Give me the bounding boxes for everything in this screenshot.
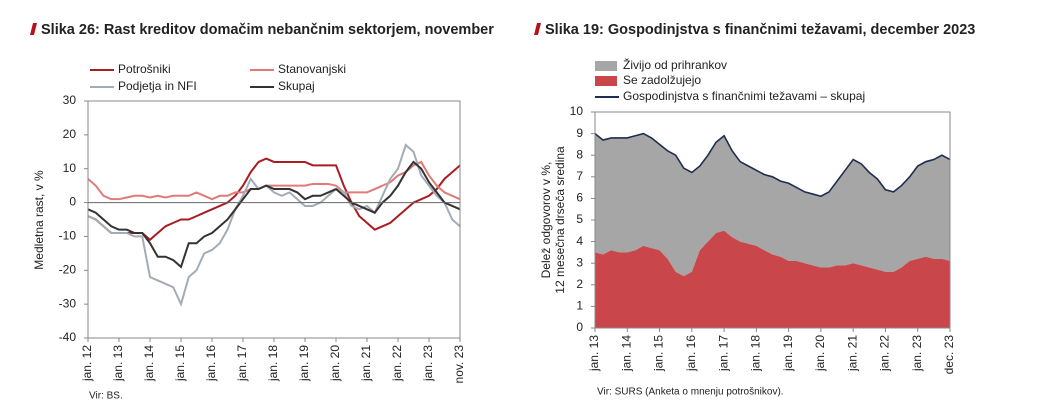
title-marker (534, 23, 541, 35)
x-tick-label: jan. 20 (813, 335, 827, 372)
source: Vir: BS. (89, 391, 123, 402)
line (594, 132, 951, 198)
x-tick-label: jan. 13 (587, 335, 601, 372)
y-tick-label: 2 (576, 277, 583, 291)
x-tick-label: jan. 15 (652, 335, 666, 372)
y-tick-label: 20 (63, 127, 77, 141)
line (87, 143, 461, 308)
line (87, 160, 461, 269)
legend-label: Gospodinjstva s finančnimi težavami – sk… (623, 89, 865, 103)
y-tick-label: 0 (576, 320, 583, 334)
legend-label: Skupaj (278, 79, 315, 93)
legend-label: Živijo od prihrankov (623, 57, 727, 72)
chart-title: Slika 19: Gospodinjstva s finančnimi tež… (545, 22, 975, 38)
legend-swatch (595, 61, 617, 71)
x-tick-label: jan. 20 (328, 345, 342, 382)
x-tick-label: nov. 23 (452, 345, 466, 384)
x-tick-label: jan. 22 (390, 345, 404, 382)
legend-label: Stanovanjski (278, 62, 346, 76)
area (595, 230, 950, 328)
y-tick-label: -30 (59, 296, 77, 310)
y-tick-label: 6 (576, 191, 583, 205)
x-tick-label: jan. 18 (749, 335, 763, 372)
x-tick-label: jan. 13 (111, 345, 125, 382)
x-tick-label: jan. 16 (684, 335, 698, 372)
y-tick-label: 10 (570, 104, 584, 118)
x-tick-label: jan. 19 (297, 345, 311, 382)
x-tick-label: jan. 14 (619, 335, 633, 372)
x-tick-label: jan. 17 (235, 345, 249, 382)
y-tick-label: 8 (576, 147, 583, 161)
x-tick-label: jan. 22 (878, 335, 892, 372)
y-tick-label: 10 (63, 161, 77, 175)
y-tick-label: 3 (576, 255, 583, 269)
y-tick-label: 4 (576, 234, 583, 248)
y-tick-label: 5 (576, 212, 583, 226)
y-axis-label: 12 mesečna drseča sredina (553, 146, 567, 294)
legend-label: Se zadolžujejo (623, 73, 701, 87)
y-tick-label: 0 (69, 195, 76, 209)
x-tick-label: dec. 23 (942, 335, 956, 375)
y-tick-label: 9 (576, 126, 583, 140)
line (87, 157, 461, 242)
x-tick-label: jan. 23 (421, 345, 435, 382)
source: Vir: SURS (Anketa o mnenju potrošnikov). (597, 387, 784, 398)
x-tick-label: jan. 15 (173, 345, 187, 382)
x-tick-label: jan. 17 (716, 335, 730, 372)
y-axis-label: Delež odgovorov v %, (539, 162, 553, 279)
x-tick-label: jan. 23 (910, 335, 924, 372)
y-tick-label: -20 (59, 262, 77, 276)
y-tick-label: -40 (59, 330, 77, 344)
title-marker (30, 23, 37, 35)
legend-label: Potrošniki (118, 62, 171, 76)
x-tick-label: jan. 12 (80, 345, 94, 382)
line (87, 160, 461, 201)
legend-label: Podjetja in NFI (118, 79, 197, 93)
chart-title: Slika 26: Rast kreditov domačim nebančni… (41, 22, 494, 38)
x-tick-label: jan. 21 (845, 335, 859, 372)
y-tick-label: 1 (576, 299, 583, 313)
y-axis-label: Medletna rast, v % (32, 170, 46, 270)
x-tick-label: jan. 21 (359, 345, 373, 382)
x-tick-label: jan. 14 (142, 345, 156, 382)
x-tick-label: jan. 19 (781, 335, 795, 372)
y-tick-label: 30 (63, 93, 77, 107)
area (595, 133, 950, 277)
plot-frame (87, 100, 461, 339)
x-tick-label: jan. 16 (204, 345, 218, 382)
x-tick-label: jan. 18 (266, 345, 280, 382)
y-tick-label: 7 (576, 169, 583, 183)
y-tick-label: -10 (59, 229, 77, 243)
legend-swatch (595, 76, 617, 86)
